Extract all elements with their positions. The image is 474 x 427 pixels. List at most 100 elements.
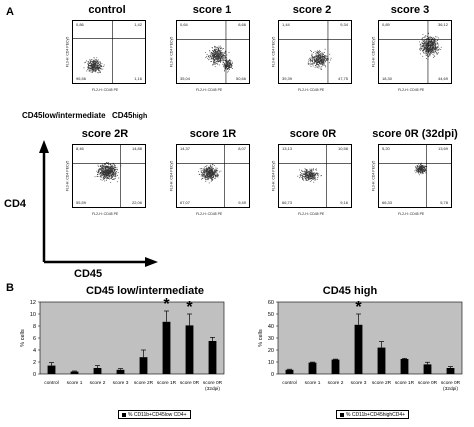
event-dot: [220, 55, 222, 56]
event-dot: [218, 49, 220, 51]
event-dot: [437, 49, 439, 51]
event-dot: [310, 173, 312, 175]
quadrant-ur: 36,12: [437, 22, 448, 27]
event-dot: [433, 57, 434, 58]
event-dot: [424, 46, 426, 48]
event-dot: [305, 169, 306, 171]
event-dot: [225, 64, 226, 66]
event-dot: [312, 169, 314, 171]
event-dot: [220, 60, 221, 62]
event-dot: [435, 44, 436, 45]
event-dot: [114, 170, 116, 172]
event-dot: [112, 176, 113, 178]
event-dot: [203, 174, 204, 175]
legend-text-low: % CD11b+CD45low CD4+: [128, 412, 187, 418]
event-dot: [106, 177, 108, 178]
event-dot: [211, 174, 213, 176]
event-dot: [90, 65, 92, 66]
event-dot: [108, 166, 110, 167]
event-dot: [218, 60, 219, 62]
event-dot: [92, 66, 94, 67]
event-dot: [307, 176, 309, 177]
event-dot: [107, 174, 109, 175]
event-dot: [308, 172, 310, 174]
event-dot: [99, 172, 101, 173]
event-dot: [115, 176, 117, 178]
event-dot: [320, 175, 322, 177]
event-dot: [206, 176, 208, 178]
event-dot: [226, 61, 228, 62]
event-dot: [105, 175, 107, 177]
event-dot: [206, 172, 208, 173]
event-dot: [211, 173, 213, 175]
event-dot: [223, 58, 225, 60]
flow-title-score0r-32dpi: score 0R (32dpi): [372, 128, 458, 140]
event-dot: [211, 179, 212, 180]
event-dot: [87, 66, 89, 68]
event-dot: [102, 178, 104, 179]
event-dot: [215, 174, 217, 175]
event-dot: [314, 56, 316, 58]
event-dot: [207, 168, 209, 170]
event-dot: [425, 44, 427, 46]
event-dot: [112, 167, 114, 168]
event-dot: [307, 179, 309, 181]
event-dot: [421, 166, 422, 167]
event-dot: [97, 169, 99, 171]
event-dot: [102, 171, 104, 173]
event-dot: [314, 59, 316, 61]
event-dot: [306, 177, 308, 179]
x-axis-label: FL2-H: CD45 PE: [298, 212, 325, 216]
flow-plot-score0r-32dpi: 5,20 13,69 66,33 5,78: [378, 144, 452, 208]
event-dot: [213, 62, 214, 63]
event-dot: [429, 48, 431, 50]
event-dot: [226, 63, 228, 65]
event-dot: [315, 179, 317, 181]
event-dot: [94, 60, 95, 62]
scatter-score2: [279, 21, 351, 83]
event-dot: [114, 178, 115, 180]
event-dot: [91, 63, 92, 65]
event-dot: [208, 169, 210, 171]
flow-title-score1r: score 1R: [189, 128, 237, 140]
event-dot: [432, 47, 434, 48]
event-dot: [93, 57, 95, 58]
event-dot: [88, 66, 90, 68]
event-dot: [428, 48, 429, 50]
event-dot: [419, 166, 420, 168]
event-dot: [203, 175, 205, 177]
event-dot: [319, 63, 320, 64]
event-dot: [207, 173, 209, 175]
event-dot: [429, 55, 431, 57]
event-dot: [209, 169, 211, 171]
event-dot: [313, 62, 315, 63]
event-dot: [436, 43, 438, 45]
event-dot: [299, 169, 301, 171]
event-dot: [211, 55, 213, 57]
event-dot: [312, 177, 313, 179]
event-dot: [321, 60, 322, 61]
event-dot: [219, 55, 220, 57]
event-dot: [314, 57, 316, 58]
event-dot: [94, 66, 96, 67]
event-dot: [206, 171, 208, 173]
event-dot: [320, 67, 322, 69]
event-dot: [311, 177, 313, 179]
event-dot: [116, 167, 118, 169]
event-dot: [212, 172, 213, 173]
event-dot: [207, 175, 209, 177]
event-dot: [224, 52, 226, 54]
event-dot: [88, 65, 89, 66]
event-dot: [306, 169, 308, 171]
event-dot: [96, 170, 98, 172]
event-dot: [425, 170, 427, 171]
event-dot: [109, 169, 111, 170]
event-dot: [310, 175, 312, 177]
y-tick-label: 30: [268, 336, 274, 342]
event-dot: [95, 68, 97, 70]
event-dot: [203, 171, 204, 172]
event-dot: [429, 36, 431, 37]
event-dot: [214, 53, 215, 55]
event-dot: [104, 171, 105, 173]
event-dot: [214, 62, 215, 63]
